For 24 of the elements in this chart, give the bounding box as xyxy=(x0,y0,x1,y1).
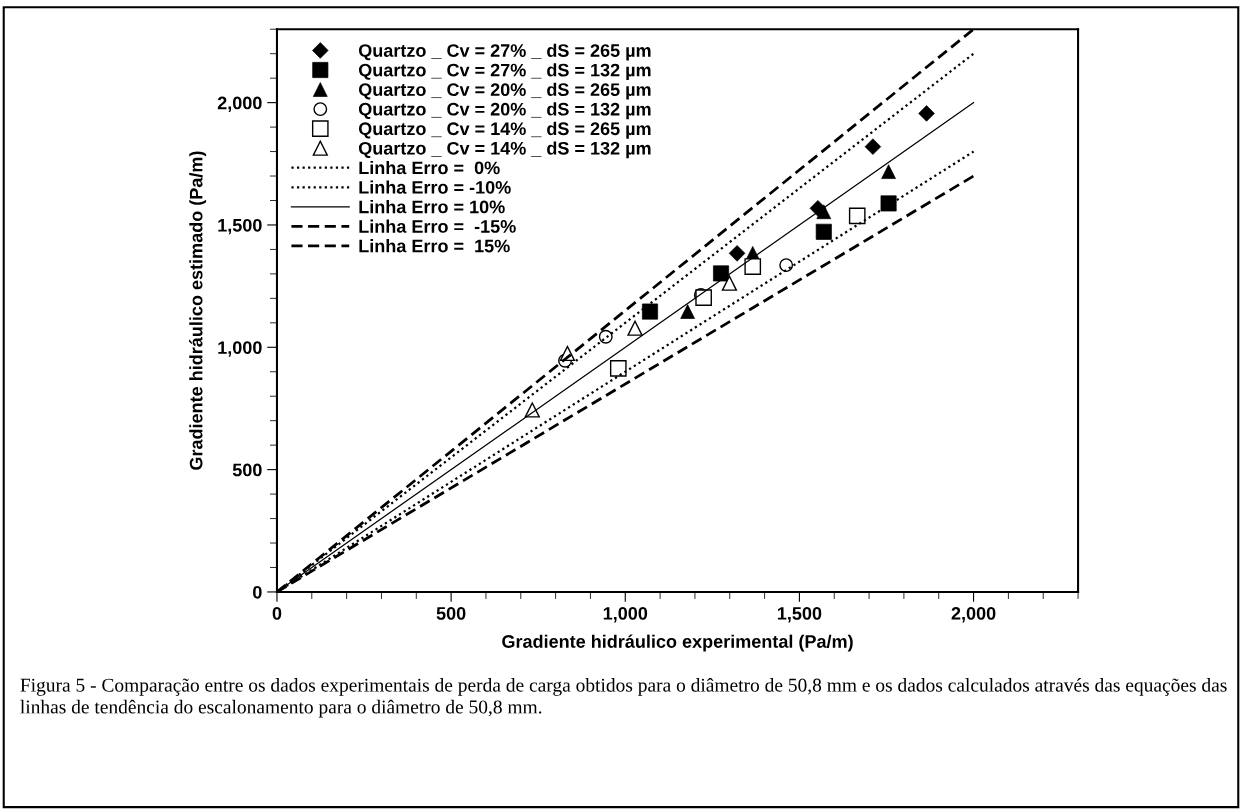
legend-label: Linha Erro = 0% xyxy=(359,160,500,175)
x-tick-label: 0 xyxy=(272,607,282,620)
legend-label: Quartzo _ Cv = 27% _ dS = 132 µm xyxy=(358,63,651,81)
legend-label: Quartzo _ Cv = 20% _ dS = 132 µm xyxy=(358,102,651,120)
y-tick-label: 2,000 xyxy=(217,96,262,112)
text: Figura 5 - Comparação entre os dados experimentais de perda de carga obtidos para o diâmetro de 50,8 mm e os dados calculados através das equações das linhas de tendência do escalonamento para o diâmetro de 50,8 mm. xyxy=(20,678,1227,718)
y-tick-label: 1,500 xyxy=(218,218,262,235)
legend-label: Quartzo _ Cv = 27% _ dS = 265 µm xyxy=(358,43,651,61)
legend-label: Linha Erro = 10% xyxy=(359,200,505,214)
legend-label: Linha Erro = -10% xyxy=(359,180,511,194)
x-axis-title: Gradiente hidráulico experimental (Pa/m) xyxy=(502,634,853,652)
legend-label: Quartzo _ Cv = 14% _ dS = 132 µm xyxy=(358,141,651,159)
y-tick-label: 0 xyxy=(253,585,262,599)
y-tick-label: 1,000 xyxy=(218,341,262,357)
x-tick-label: 1,500 xyxy=(777,607,822,623)
x-tick-label: 1,000 xyxy=(603,607,648,623)
legend-label: Quartzo _ Cv = 14% _ dS = 265 µm xyxy=(358,121,651,139)
legend-label: Linha Erro = 15% xyxy=(359,239,510,253)
y-axis-title: Gradiente hidráulico estimado (Pa/m) xyxy=(189,151,207,470)
x-tick-label: 500 xyxy=(436,607,466,620)
legend-label: Quartzo _ Cv = 20% _ dS = 265 µm xyxy=(358,82,651,100)
x-tick-label: 2,000 xyxy=(951,607,996,623)
legend-label: Linha Erro = -15% xyxy=(359,219,516,233)
y-tick-label: 500 xyxy=(232,463,262,477)
